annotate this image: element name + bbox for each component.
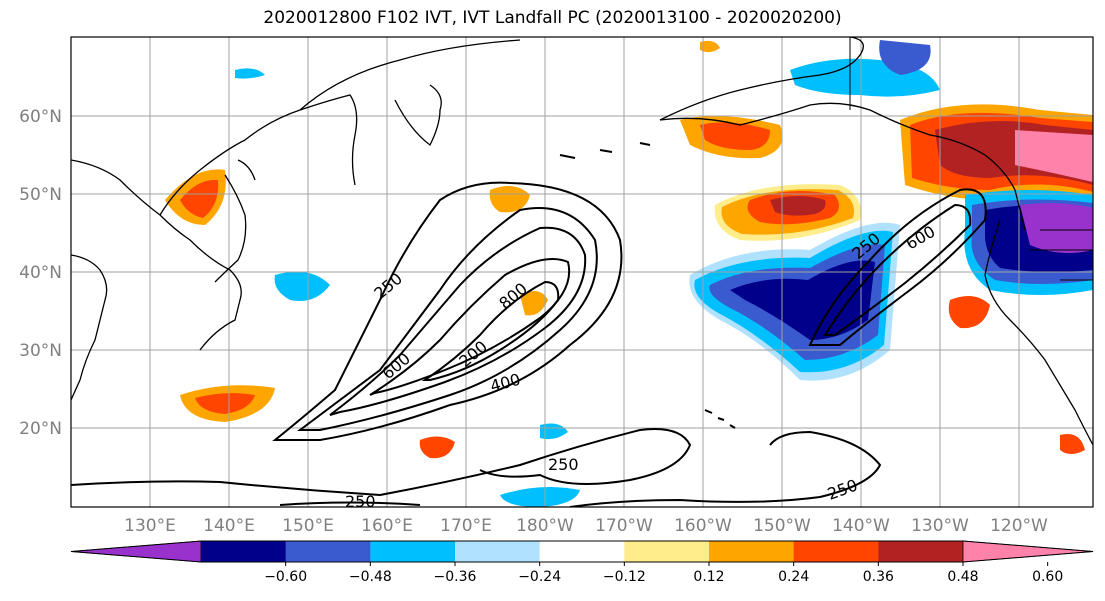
lon-label: 120°W — [990, 516, 1048, 536]
ivt-contour-250 — [279, 501, 421, 506]
colorbar-segment — [201, 541, 287, 562]
colorbar-tick-label: 0.48 — [947, 569, 978, 585]
colorbar-segment — [285, 541, 371, 562]
lon-label: 180°W — [516, 516, 574, 536]
colorbar-tick-label: −0.36 — [434, 569, 477, 585]
anomaly-blob — [770, 196, 826, 216]
lon-label: 150°W — [753, 516, 811, 536]
lon-label: 140°E — [203, 516, 255, 536]
colorbar: −0.60 −0.48 −0.36 −0.24 −0.12 0.12 0.24 0.36 0.4… — [70, 540, 1094, 585]
latitude-labels: 20°N 30°N 40°N 50°N 60°N — [19, 107, 62, 439]
colorbar-segment — [539, 541, 625, 562]
anomaly-blob — [274, 271, 330, 301]
longitude-labels: 130°E 140°E 150°E 160°E 170°E 180°W 170°… — [124, 516, 1048, 536]
anomaly-blob — [520, 291, 548, 316]
lon-label: 170°E — [440, 516, 492, 536]
lat-label: 30°N — [19, 341, 62, 361]
anomaly-blob — [235, 68, 265, 79]
anomaly-blob — [489, 186, 530, 213]
lat-label: 40°N — [19, 263, 62, 283]
colorbar-tick-label: 0.12 — [693, 569, 724, 585]
ivt-contour-250 — [808, 188, 987, 346]
anomaly-blob — [1015, 130, 1093, 182]
graticule — [71, 37, 1093, 507]
ivt-contour-250 — [272, 181, 623, 441]
lon-label: 130°E — [124, 516, 176, 536]
coastlines — [71, 37, 1093, 446]
anomaly-blob — [1060, 434, 1085, 454]
colorbar-segment — [455, 541, 541, 562]
anomaly-blob — [948, 296, 990, 329]
contour-label: 250 — [345, 492, 376, 511]
ivt-contour-250 — [569, 430, 882, 507]
colorbar-tick-label: −0.12 — [603, 569, 646, 585]
anomaly-blob — [879, 40, 931, 75]
anomaly-blob — [500, 486, 580, 507]
contour-label: 250 — [548, 455, 579, 474]
lon-label: 130°W — [911, 516, 969, 536]
ivt-contour-600 — [329, 226, 587, 416]
anomaly-blob — [730, 260, 875, 340]
ivt-contour-400 — [296, 207, 598, 431]
colorbar-tick-label: 0.60 — [1032, 569, 1063, 585]
colorbar-tick-label: −0.24 — [518, 569, 561, 585]
ivt-contours — [71, 181, 987, 507]
lat-label: 60°N — [19, 107, 62, 127]
lon-label: 140°W — [832, 516, 890, 536]
lon-label: 160°W — [674, 516, 732, 536]
colorbar-segment — [793, 541, 879, 562]
colorbar-segment — [878, 541, 964, 562]
colorbar-tick-label: −0.60 — [264, 569, 307, 585]
anomaly-blob — [700, 40, 720, 53]
colorbar-extend-high — [962, 540, 1094, 563]
lat-label: 20°N — [19, 419, 62, 439]
lon-label: 170°W — [595, 516, 653, 536]
anomaly-blob — [1020, 203, 1093, 254]
lon-label: 150°E — [282, 516, 334, 536]
anomaly-blob — [195, 393, 255, 414]
colorbar-tick-label: 0.36 — [863, 569, 894, 585]
colorbar-segment — [624, 541, 710, 562]
anomaly-blob — [180, 179, 219, 218]
colorbar-extend-low — [70, 540, 202, 563]
lat-label: 50°N — [19, 185, 62, 205]
map-title: 2020012800 F102 IVT, IVT Landfall PC (20… — [263, 8, 842, 28]
colorbar-tick-label: −0.48 — [349, 569, 392, 585]
anomaly-blob — [540, 423, 568, 440]
colorbar-frame — [70, 540, 1094, 563]
ivt-contour-600 — [823, 203, 972, 336]
lon-label: 160°E — [361, 516, 413, 536]
ivt-contour-1000 — [421, 280, 560, 381]
colorbar-tick-label: 0.24 — [778, 569, 809, 585]
map-frame — [70, 36, 1094, 508]
colorbar-segment — [709, 541, 795, 562]
anomaly-blob — [700, 122, 770, 150]
ivt-contour-800 — [369, 258, 571, 396]
colorbar-segment — [370, 541, 456, 562]
ivt-contour-250 — [71, 428, 692, 497]
anomaly-blob — [419, 436, 455, 459]
